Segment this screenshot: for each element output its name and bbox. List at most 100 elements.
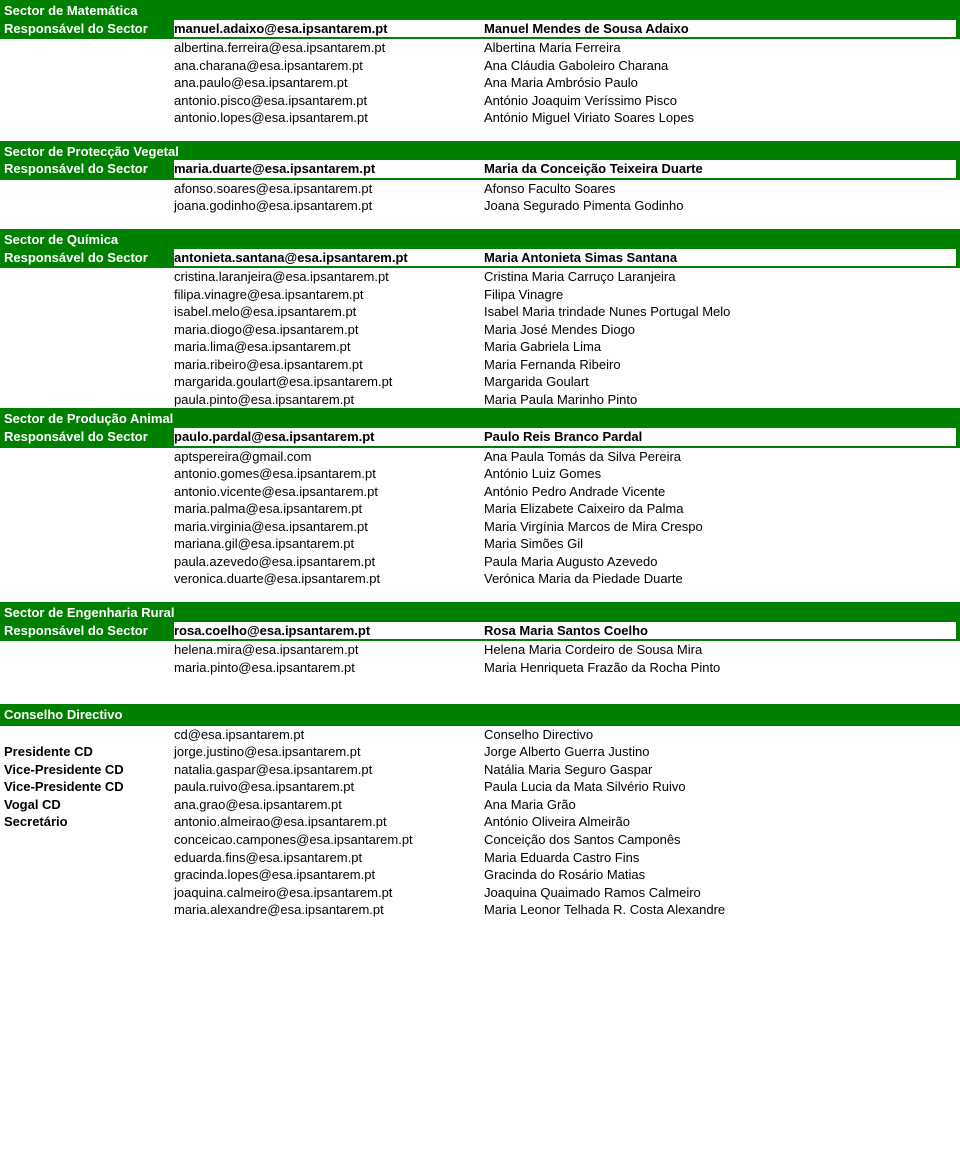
list-item: conceicao.campones@esa.ipsantarem.ptConc…	[0, 831, 960, 849]
name-cell: Helena Maria Cordeiro de Sousa Mira	[484, 641, 960, 659]
list-item: margarida.goulart@esa.ipsantarem.ptMarga…	[0, 373, 960, 391]
role-cell: Vice-Presidente CD	[0, 761, 174, 779]
name-cell: Conceição dos Santos Camponês	[484, 831, 960, 849]
role-cell	[0, 849, 174, 867]
role-cell	[0, 884, 174, 902]
name-cell: Isabel Maria trindade Nunes Portugal Mel…	[484, 303, 960, 321]
conselho-title: Conselho Directivo	[4, 706, 956, 724]
sector-matematica-title: Sector de Matemática	[4, 2, 956, 20]
role-cell	[0, 831, 174, 849]
email-cell: antonio.gomes@esa.ipsantarem.pt	[174, 465, 484, 483]
role-cell: Presidente CD	[0, 743, 174, 761]
name-cell: Conselho Directivo	[484, 726, 960, 744]
list-item: joana.godinho@esa.ipsantarem.ptJoana Seg…	[0, 197, 960, 215]
email-cell: antonio.pisco@esa.ipsantarem.pt	[174, 92, 484, 110]
name-cell: Ana Cláudia Gaboleiro Charana	[484, 57, 960, 75]
list-item: Vogal CDana.grao@esa.ipsantarem.ptAna Ma…	[0, 796, 960, 814]
sector-engenharia-title: Sector de Engenharia Rural	[4, 604, 956, 622]
role-cell	[0, 726, 174, 744]
list-item: filipa.vinagre@esa.ipsantarem.ptFilipa V…	[0, 286, 960, 304]
sector-producao-header: Sector de Produção Animal Responsável do…	[0, 408, 960, 447]
email-cell: maria.pinto@esa.ipsantarem.pt	[174, 659, 484, 677]
list-item: paula.azevedo@esa.ipsantarem.ptPaula Mar…	[0, 553, 960, 571]
name-cell: Natália Maria Seguro Gaspar	[484, 761, 960, 779]
name-cell: Joana Segurado Pimenta Godinho	[484, 197, 960, 215]
email-cell: paula.azevedo@esa.ipsantarem.pt	[174, 553, 484, 571]
list-item: eduarda.fins@esa.ipsantarem.ptMaria Edua…	[0, 849, 960, 867]
list-item: isabel.melo@esa.ipsantarem.ptIsabel Mari…	[0, 303, 960, 321]
list-item: mariana.gil@esa.ipsantarem.ptMaria Simõe…	[0, 535, 960, 553]
list-item: cristina.laranjeira@esa.ipsantarem.ptCri…	[0, 268, 960, 286]
name-cell: António Miguel Viriato Soares Lopes	[484, 109, 960, 127]
email-cell: manuel.adaixo@esa.ipsantarem.pt	[174, 20, 484, 38]
name-cell: Maria Gabriela Lima	[484, 338, 960, 356]
name-cell: Gracinda do Rosário Matias	[484, 866, 960, 884]
name-cell: Maria José Mendes Diogo	[484, 321, 960, 339]
list-item: albertina.ferreira@esa.ipsantarem.ptAlbe…	[0, 39, 960, 57]
email-cell: helena.mira@esa.ipsantarem.pt	[174, 641, 484, 659]
role-cell: Secretário	[0, 813, 174, 831]
sector-engenharia-header: Sector de Engenharia Rural Responsável d…	[0, 602, 960, 641]
sector-matematica-header: Sector de Matemática Responsável do Sect…	[0, 0, 960, 39]
list-item: gracinda.lopes@esa.ipsantarem.ptGracinda…	[0, 866, 960, 884]
name-cell: Manuel Mendes de Sousa Adaixo	[484, 20, 956, 38]
list-item: maria.lima@esa.ipsantarem.ptMaria Gabrie…	[0, 338, 960, 356]
name-cell: Ana Maria Grão	[484, 796, 960, 814]
name-cell: Maria Henriqueta Frazão da Rocha Pinto	[484, 659, 960, 677]
list-item: ana.charana@esa.ipsantarem.ptAna Cláudia…	[0, 57, 960, 75]
list-item: afonso.soares@esa.ipsantarem.ptAfonso Fa…	[0, 180, 960, 198]
role-cell	[0, 866, 174, 884]
email-cell: paulo.pardal@esa.ipsantarem.pt	[174, 428, 484, 446]
list-item: Vice-Presidente CDpaula.ruivo@esa.ipsant…	[0, 778, 960, 796]
name-cell: Ana Paula Tomás da Silva Pereira	[484, 448, 960, 466]
conselho-header: Conselho Directivo	[0, 704, 960, 726]
email-cell: filipa.vinagre@esa.ipsantarem.pt	[174, 286, 484, 304]
email-cell: maria.diogo@esa.ipsantarem.pt	[174, 321, 484, 339]
list-item: cd@esa.ipsantarem.ptConselho Directivo	[0, 726, 960, 744]
sector-quimica-header: Sector de Química Responsável do Sector …	[0, 229, 960, 268]
name-cell: António Luiz Gomes	[484, 465, 960, 483]
list-item: Secretárioantonio.almeirao@esa.ipsantare…	[0, 813, 960, 831]
list-item: ana.paulo@esa.ipsantarem.ptAna Maria Amb…	[0, 74, 960, 92]
email-cell: maria.ribeiro@esa.ipsantarem.pt	[174, 356, 484, 374]
responsavel-label: Responsável do Sector	[4, 20, 174, 38]
list-item: antonio.lopes@esa.ipsantarem.ptAntónio M…	[0, 109, 960, 127]
list-item: maria.palma@esa.ipsantarem.ptMaria Eliza…	[0, 500, 960, 518]
name-cell: Maria Paula Marinho Pinto	[484, 391, 960, 409]
role-cell	[0, 901, 174, 919]
list-item: veronica.duarte@esa.ipsantarem.ptVerónic…	[0, 570, 960, 588]
email-cell: joana.godinho@esa.ipsantarem.pt	[174, 197, 484, 215]
email-cell: afonso.soares@esa.ipsantarem.pt	[174, 180, 484, 198]
name-cell: Verónica Maria da Piedade Duarte	[484, 570, 960, 588]
name-cell: Maria Eduarda Castro Fins	[484, 849, 960, 867]
email-cell: eduarda.fins@esa.ipsantarem.pt	[174, 849, 484, 867]
name-cell: Filipa Vinagre	[484, 286, 960, 304]
name-cell: Ana Maria Ambrósio Paulo	[484, 74, 960, 92]
email-cell: natalia.gaspar@esa.ipsantarem.pt	[174, 761, 484, 779]
list-item: maria.alexandre@esa.ipsantarem.ptMaria L…	[0, 901, 960, 919]
email-cell: albertina.ferreira@esa.ipsantarem.pt	[174, 39, 484, 57]
email-cell: antonieta.santana@esa.ipsantarem.pt	[174, 249, 484, 267]
list-item: helena.mira@esa.ipsantarem.ptHelena Mari…	[0, 641, 960, 659]
email-cell: cristina.laranjeira@esa.ipsantarem.pt	[174, 268, 484, 286]
email-cell: ana.charana@esa.ipsantarem.pt	[174, 57, 484, 75]
sector-proteccao-header: Sector de Protecção Vegetal Responsável …	[0, 141, 960, 180]
list-item: Presidente CDjorge.justino@esa.ipsantare…	[0, 743, 960, 761]
email-cell: ana.paulo@esa.ipsantarem.pt	[174, 74, 484, 92]
sector-proteccao-title: Sector de Protecção Vegetal	[4, 143, 956, 161]
name-cell: Maria Fernanda Ribeiro	[484, 356, 960, 374]
email-cell: conceicao.campones@esa.ipsantarem.pt	[174, 831, 484, 849]
name-cell: Jorge Alberto Guerra Justino	[484, 743, 960, 761]
sector-producao-title: Sector de Produção Animal	[4, 410, 956, 428]
name-cell: Paula Lucia da Mata Silvério Ruivo	[484, 778, 960, 796]
email-cell: maria.lima@esa.ipsantarem.pt	[174, 338, 484, 356]
email-cell: margarida.goulart@esa.ipsantarem.pt	[174, 373, 484, 391]
list-item: maria.diogo@esa.ipsantarem.ptMaria José …	[0, 321, 960, 339]
list-item: joaquina.calmeiro@esa.ipsantarem.ptJoaqu…	[0, 884, 960, 902]
email-cell: ana.grao@esa.ipsantarem.pt	[174, 796, 484, 814]
responsavel-label: Responsável do Sector	[4, 160, 174, 178]
email-cell: maria.virginia@esa.ipsantarem.pt	[174, 518, 484, 536]
list-item: Vice-Presidente CDnatalia.gaspar@esa.ips…	[0, 761, 960, 779]
email-cell: antonio.vicente@esa.ipsantarem.pt	[174, 483, 484, 501]
name-cell: Maria Elizabete Caixeiro da Palma	[484, 500, 960, 518]
